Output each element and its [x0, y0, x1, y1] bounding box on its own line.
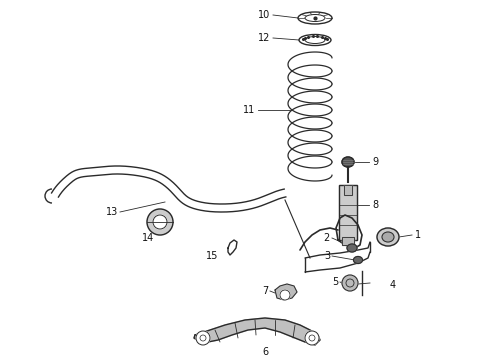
Text: 11: 11 — [243, 105, 255, 115]
Text: 4: 4 — [390, 280, 396, 290]
Circle shape — [147, 209, 173, 235]
Ellipse shape — [353, 256, 363, 264]
Bar — [342, 237, 354, 245]
Ellipse shape — [342, 157, 354, 167]
Text: 6: 6 — [262, 347, 268, 357]
Polygon shape — [275, 284, 297, 300]
Text: 13: 13 — [106, 207, 118, 217]
Text: 2: 2 — [324, 233, 330, 243]
Bar — [339, 185, 357, 240]
Text: 12: 12 — [258, 33, 270, 43]
Ellipse shape — [377, 228, 399, 246]
Text: 3: 3 — [324, 251, 330, 261]
Polygon shape — [194, 318, 320, 345]
Text: 9: 9 — [372, 157, 378, 167]
Text: 5: 5 — [332, 277, 338, 287]
Bar — [339, 185, 357, 240]
Circle shape — [196, 331, 210, 345]
Circle shape — [153, 215, 167, 229]
Text: 10: 10 — [258, 10, 270, 20]
Bar — [344, 185, 352, 195]
Text: 1: 1 — [415, 230, 421, 240]
Text: 7: 7 — [262, 286, 268, 296]
Text: 15: 15 — [206, 251, 218, 261]
Ellipse shape — [382, 232, 394, 242]
Bar — [342, 237, 354, 245]
Bar — [344, 185, 352, 195]
Circle shape — [305, 331, 319, 345]
Text: 14: 14 — [142, 233, 154, 243]
Circle shape — [342, 275, 358, 291]
Circle shape — [280, 290, 290, 300]
Ellipse shape — [347, 244, 357, 252]
Text: 8: 8 — [372, 200, 378, 210]
